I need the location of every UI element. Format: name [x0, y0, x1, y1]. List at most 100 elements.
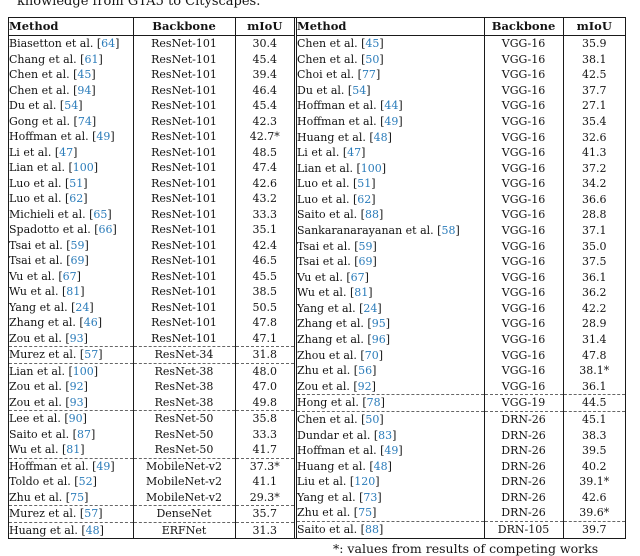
table-row: Wu et al. [81] ResNet-101 38.5	[9, 284, 294, 300]
citation-link[interactable]: 56	[358, 364, 373, 378]
citation-link[interactable]: 65	[93, 207, 108, 221]
citation-link[interactable]: 47	[347, 146, 362, 160]
table-row: Li et al. [47] ResNet-101 48.5	[9, 144, 294, 160]
miou-cell: 33.3	[252, 207, 278, 221]
miou-cell: 47.8	[582, 348, 607, 362]
citation-link[interactable]: 73	[363, 490, 378, 504]
citation-link[interactable]: 24	[75, 300, 90, 314]
citation-link[interactable]: 49	[96, 130, 111, 143]
citation-link[interactable]: 77	[361, 68, 376, 82]
method-name: Lian et al. [	[9, 161, 73, 174]
citation-link[interactable]: 96	[371, 333, 386, 347]
backbone-cell: ResNet-101	[133, 144, 236, 160]
method-name: Huang et al. [	[297, 130, 374, 144]
citation-link[interactable]: 95	[371, 317, 386, 331]
backbone-cell: VGG-16	[484, 269, 564, 286]
citation-link[interactable]: 64	[101, 37, 116, 50]
miou-cell: 43.2	[252, 192, 278, 205]
citation-link[interactable]: 52	[78, 475, 93, 488]
citation-link[interactable]: 57	[84, 507, 99, 520]
citation-link[interactable]: 87	[76, 427, 91, 441]
left-results-table: Method Backbone mIoU Biasetton et al. [6…	[9, 18, 294, 538]
backbone-cell: VGG-16	[484, 378, 564, 395]
citation-bracket: ]	[385, 317, 390, 331]
citation-link[interactable]: 69	[70, 254, 85, 267]
backbone-cell: VGG-16	[484, 113, 564, 130]
citation-link[interactable]: 67	[62, 269, 77, 283]
citation-link[interactable]: 88	[364, 208, 379, 222]
citation-link[interactable]: 81	[66, 443, 81, 456]
citation-link[interactable]: 70	[364, 348, 379, 362]
citation-link[interactable]: 93	[69, 395, 84, 409]
citation-link[interactable]: 49	[96, 459, 111, 473]
citation-link[interactable]: 83	[378, 428, 393, 442]
citation-link[interactable]: 81	[66, 285, 81, 298]
citation-link[interactable]: 24	[363, 301, 378, 315]
citation-link[interactable]: 48	[373, 130, 388, 144]
miou-cell: 40.2	[582, 459, 607, 473]
citation-link[interactable]: 48	[373, 459, 388, 473]
citation-link[interactable]: 92	[357, 379, 372, 393]
citation-link[interactable]: 74	[77, 114, 92, 128]
citation-link[interactable]: 120	[354, 475, 376, 489]
citation-link[interactable]: 69	[358, 255, 373, 269]
method-cell: Vu et al. [67]	[9, 268, 134, 284]
citation-link[interactable]: 48	[85, 523, 100, 537]
method-cell: Toldo et al. [52]	[9, 474, 134, 490]
method-name: Zou et al. [	[297, 379, 358, 393]
method-cell: Zhang et al. [95]	[297, 316, 485, 332]
citation-link[interactable]: 59	[358, 239, 373, 253]
backbone-cell: DRN-26	[484, 443, 564, 459]
citation-link[interactable]: 57	[84, 348, 99, 361]
citation-bracket: ]	[84, 254, 89, 267]
citation-link[interactable]: 49	[384, 114, 399, 128]
table-row: Chen et al. [50] VGG-16 38.1	[297, 51, 625, 68]
citation-link[interactable]: 62	[357, 192, 372, 206]
citation-link[interactable]: 75	[70, 490, 85, 504]
backbone-cell: VGG-16	[484, 82, 564, 99]
citation-link[interactable]: 61	[84, 52, 99, 66]
backbone-cell: ResNet-101	[133, 191, 236, 207]
backbone-cell: DRN-26	[484, 474, 564, 490]
citation-link[interactable]: 54	[352, 83, 367, 97]
citation-link[interactable]: 50	[365, 412, 380, 426]
miou-cell: 35.9	[582, 37, 607, 51]
citation-link[interactable]: 46	[83, 316, 98, 329]
citation-link[interactable]: 51	[69, 176, 84, 190]
citation-link[interactable]: 94	[77, 83, 92, 97]
miou-cell: 50.5	[252, 300, 278, 314]
citation-link[interactable]: 54	[64, 99, 79, 112]
backbone-cell: ResNet-101	[133, 222, 236, 238]
method-cell: Chen et al. [50]	[297, 410, 485, 428]
citation-link[interactable]: 50	[365, 52, 380, 66]
citation-link[interactable]: 58	[441, 223, 456, 237]
citation-link[interactable]: 88	[364, 523, 379, 537]
citation-link[interactable]: 44	[384, 99, 399, 113]
citation-link[interactable]: 92	[69, 380, 84, 393]
citation-link[interactable]: 81	[354, 286, 369, 300]
citation-link[interactable]: 90	[68, 412, 83, 425]
method-cell: Dundar et al. [83]	[297, 427, 485, 444]
citation-link[interactable]: 100	[360, 161, 382, 175]
citation-link[interactable]: 59	[70, 238, 85, 252]
citation-link[interactable]: 45	[365, 37, 380, 51]
citation-link[interactable]: 47	[59, 145, 74, 159]
citation-link[interactable]: 100	[72, 364, 94, 378]
method-name: Lee et al. [	[9, 412, 69, 425]
miou-cell: 35.0	[582, 239, 607, 253]
citation-link[interactable]: 51	[357, 177, 372, 191]
method-cell: Huang et al. [48]	[297, 458, 485, 475]
miou-cell: 39.5	[582, 444, 607, 458]
method-name: Chen et al. [	[9, 83, 78, 97]
citation-link[interactable]: 67	[350, 270, 365, 284]
citation-bracket: ]	[378, 208, 384, 222]
citation-link[interactable]: 93	[69, 331, 84, 345]
citation-link[interactable]: 45	[77, 68, 92, 81]
citation-link[interactable]: 75	[358, 506, 373, 520]
miou-cell: 38.3	[582, 428, 607, 442]
citation-link[interactable]: 100	[72, 161, 94, 174]
citation-link[interactable]: 78	[366, 396, 381, 410]
citation-link[interactable]: 66	[98, 223, 113, 236]
citation-link[interactable]: 49	[384, 444, 399, 458]
citation-link[interactable]: 62	[69, 192, 84, 205]
